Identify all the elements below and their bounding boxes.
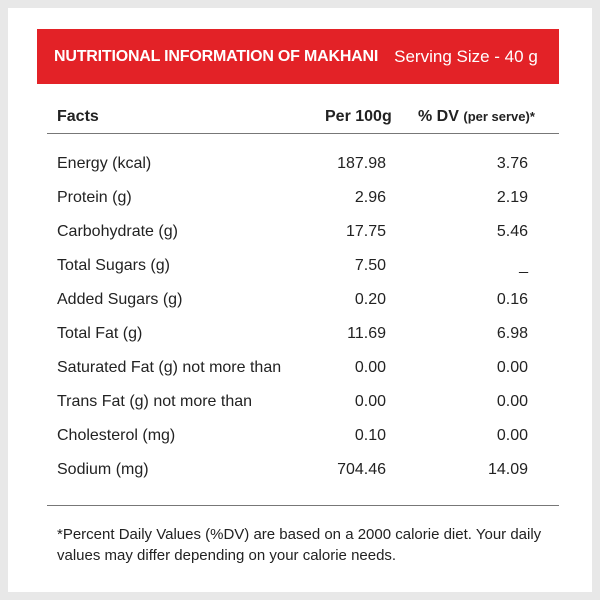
row-per100: 17.75 bbox=[345, 223, 386, 240]
row-per100: 0.20 bbox=[354, 291, 386, 308]
row-fact: Cholesterol (mg) bbox=[57, 427, 176, 444]
table-row: Trans Fat (g) not more than 0.00 0.00 bbox=[47, 386, 559, 420]
row-dv: 0.16 bbox=[496, 291, 528, 308]
row-fact: Total Fat (g) bbox=[57, 325, 143, 342]
table-row: Total Sugars (g) 7.50 _ bbox=[47, 250, 559, 284]
banner-title: NUTRITIONAL INFORMATION OF MAKHANI bbox=[54, 47, 379, 65]
row-dv: 2.19 bbox=[496, 189, 528, 206]
row-fact: Added Sugars (g) bbox=[57, 291, 183, 308]
serving-size: Serving Size - 40 g bbox=[394, 46, 538, 66]
row-per100: 704.46 bbox=[337, 461, 386, 478]
row-fact: Energy (kcal) bbox=[57, 155, 152, 172]
row-per100: 11.69 bbox=[347, 325, 386, 342]
header-facts: Facts bbox=[57, 108, 99, 125]
row-dv: 14.09 bbox=[487, 461, 528, 478]
table-row: Cholesterol (mg) 0.10 0.00 bbox=[47, 420, 559, 454]
row-dv: 0.00 bbox=[496, 427, 528, 444]
row-dv: 3.76 bbox=[496, 155, 528, 172]
table-row: Sodium (mg) 704.46 14.09 bbox=[47, 454, 559, 488]
row-fact: Total Sugars (g) bbox=[57, 257, 170, 274]
row-dv: 6.98 bbox=[496, 325, 528, 342]
row-per100: 187.98 bbox=[337, 155, 386, 172]
header-dv-note: (per serve)* bbox=[463, 109, 535, 124]
row-fact: Carbohydrate (g) bbox=[57, 223, 178, 240]
row-fact: Protein (g) bbox=[57, 189, 132, 206]
header-divider bbox=[47, 133, 559, 134]
header-dv: % DV (per serve)* bbox=[418, 108, 535, 126]
row-dv: _ bbox=[519, 257, 528, 274]
row-per100: 7.50 bbox=[354, 257, 386, 274]
row-per100: 2.96 bbox=[354, 189, 386, 206]
nutrition-banner: NUTRITIONAL INFORMATION OF MAKHANI Servi… bbox=[37, 29, 559, 84]
header-per-100g: Per 100g bbox=[325, 108, 392, 125]
row-fact: Sodium (mg) bbox=[57, 461, 149, 478]
footer-divider bbox=[47, 505, 559, 506]
table-row: Added Sugars (g) 0.20 0.16 bbox=[47, 284, 559, 318]
table-row: Carbohydrate (g) 17.75 5.46 bbox=[47, 216, 559, 250]
nutrition-card bbox=[8, 8, 592, 592]
header-dv-label: % DV bbox=[418, 108, 459, 125]
table-row: Total Fat (g) 11.69 6.98 bbox=[47, 318, 559, 352]
footnote: *Percent Daily Values (%DV) are based on… bbox=[57, 526, 542, 564]
table-row: Energy (kcal) 187.98 3.76 bbox=[47, 148, 559, 182]
row-dv: 0.00 bbox=[496, 393, 528, 410]
table-row: Saturated Fat (g) not more than 0.00 0.0… bbox=[47, 352, 559, 386]
row-per100: 0.00 bbox=[354, 393, 386, 410]
row-fact: Saturated Fat (g) not more than bbox=[57, 359, 282, 376]
row-dv: 5.46 bbox=[496, 223, 528, 240]
row-per100: 0.10 bbox=[354, 427, 386, 444]
row-fact: Trans Fat (g) not more than bbox=[57, 393, 253, 410]
table-header: Facts Per 100g % DV (per serve)* bbox=[47, 101, 559, 133]
nutrition-table: Energy (kcal) 187.98 3.76 Protein (g) 2.… bbox=[47, 148, 559, 488]
row-dv: 0.00 bbox=[496, 359, 528, 376]
row-per100: 0.00 bbox=[354, 359, 386, 376]
table-row: Protein (g) 2.96 2.19 bbox=[47, 182, 559, 216]
